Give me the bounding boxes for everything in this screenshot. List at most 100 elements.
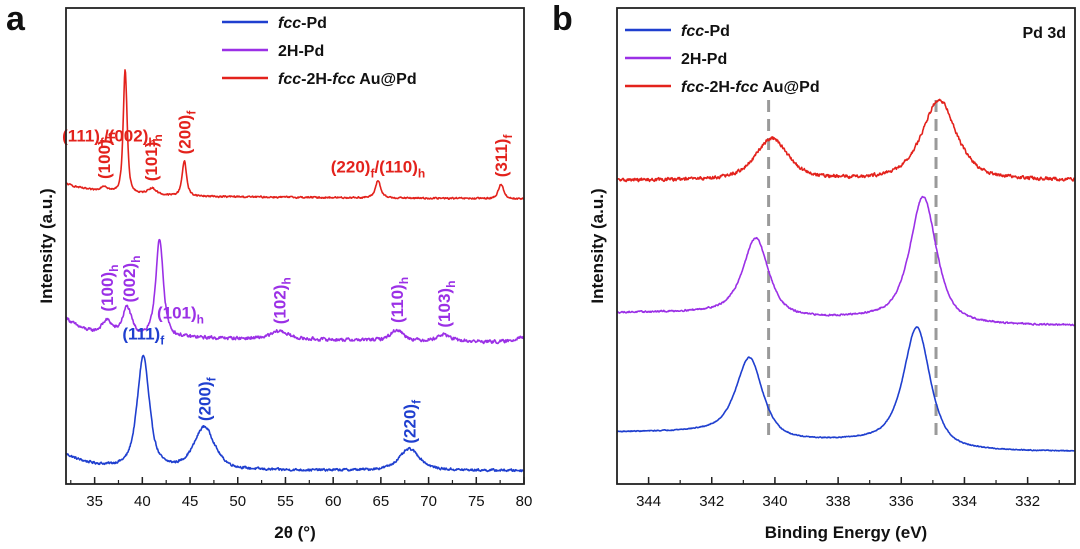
series-h2-line: [65, 238, 525, 345]
x-tick-label: 35: [86, 493, 103, 510]
panel-a-y-axis-title: Intensity (a.u.): [37, 188, 56, 303]
series-fcc-line: [65, 354, 525, 473]
panel-b: b 344 342 340 338 336 334 332 Binding Energy (…: [552, 0, 1076, 542]
panel-b-x-axis-title: Binding Energy (eV): [765, 523, 927, 542]
panel-a-x-axis-title: 2θ (°): [274, 523, 316, 542]
peak-label-sub: f: [370, 166, 375, 180]
x-tick-label: 338: [826, 493, 851, 510]
panel-a-letter: a: [6, 0, 26, 38]
peak-label-index: (002): [120, 263, 139, 303]
peak-label: (111)f: [122, 325, 165, 348]
peak-label-index: (311): [492, 139, 511, 178]
peak-label-index: (102): [271, 285, 290, 325]
legend-label-fcc: fcc-Pd: [278, 15, 327, 32]
x-tick-label: 334: [952, 493, 977, 510]
peak-label-index: (100): [95, 139, 114, 179]
peak-label-sub: h: [104, 132, 118, 139]
peak-label: (100)h: [95, 132, 118, 179]
series-h2-line: [616, 195, 1076, 327]
x-tick-label: 342: [699, 493, 724, 510]
peak-label: (200)f: [175, 110, 198, 155]
legend-text-part: fcc: [735, 79, 758, 96]
peak-label: (100)h: [98, 265, 121, 312]
peak-label-index: (110): [388, 284, 407, 323]
x-tick-label: 70: [420, 493, 437, 510]
peak-label: (111)f/(002)h: [62, 126, 156, 149]
series-au-line: [616, 98, 1076, 183]
legend-text-part: fcc: [681, 23, 704, 40]
legend-text-part: fcc: [681, 79, 704, 96]
peak-label-index: (200): [195, 381, 214, 421]
peak-label: (102)h: [271, 277, 294, 324]
peak-label-sub: f: [410, 399, 424, 404]
x-tick-label: 80: [516, 493, 533, 510]
x-tick-label: 40: [134, 493, 151, 510]
peak-label-sub: h: [197, 312, 204, 326]
peak-label-sub: h: [280, 277, 294, 284]
panel-b-y-axis-title: Intensity (a.u.): [588, 188, 607, 303]
peak-label: (220)f: [401, 399, 424, 444]
legend-text-part: fcc: [278, 71, 301, 88]
legend-label-h2: 2H-Pd: [681, 51, 727, 68]
legend-text-part: fcc: [278, 15, 301, 32]
legend-text-part: -Pd: [704, 23, 730, 40]
legend-label-au: fcc-2H-fcc Au@Pd: [681, 79, 820, 96]
legend-text-part: Au@Pd: [355, 71, 416, 88]
legend-text-part: fcc: [332, 71, 355, 88]
peak-label-index: (220): [331, 157, 371, 176]
legend-text-part: 2H-Pd: [681, 51, 727, 68]
panel-b-title: Pd 3d: [1022, 25, 1066, 42]
peak-label-sub: h: [151, 134, 165, 141]
panel-a: a (111)f(200)f(220)f(100)h(002)h(101)h (1…: [6, 0, 532, 542]
peak-label: (103)h: [435, 281, 458, 328]
legend-text-part: 2H-Pd: [278, 43, 324, 60]
panel-b-letter: b: [552, 0, 573, 38]
peak-label-sub: h: [129, 256, 143, 263]
legend-label-au: fcc-2H-fcc Au@Pd: [278, 71, 417, 88]
peak-label-sub: f: [160, 334, 165, 348]
x-tick-label: 50: [229, 493, 246, 510]
peak-label: (311)f: [492, 134, 515, 178]
peak-label-index: (200): [175, 115, 194, 155]
peak-label-index: (101): [157, 303, 197, 322]
x-tick-label: 332: [1015, 493, 1040, 510]
legend-label-h2: 2H-Pd: [278, 43, 324, 60]
peak-label-index: (220): [401, 404, 420, 444]
peak-label-sub-2: h: [148, 135, 155, 149]
panel-b-frame: [616, 7, 1076, 485]
peak-label-index: (103): [435, 288, 454, 328]
peak-label-index: (111): [122, 325, 160, 344]
series-au-line: [65, 69, 525, 201]
peak-label: (110)h: [388, 277, 411, 323]
peak-label-sub: f: [501, 134, 515, 139]
peak-label-sub: f: [204, 376, 218, 381]
peak-label: (220)f/(110)h: [331, 157, 426, 180]
legend-text-part: -Pd: [301, 15, 327, 32]
panel-a-frame: [65, 7, 525, 485]
x-tick-label: 55: [277, 493, 294, 510]
peak-label-sub: f: [100, 135, 105, 149]
peak-label-sub: f: [184, 110, 198, 115]
peak-label: (002)h: [120, 256, 143, 303]
legend-text-part: -2H-: [704, 79, 735, 96]
peak-label-sub: h: [397, 277, 411, 284]
legend-label-fcc: fcc-Pd: [681, 23, 730, 40]
peak-label-index: (100): [98, 272, 117, 312]
peak-label-index-2: /(002): [104, 126, 148, 145]
x-tick-label: 344: [636, 493, 661, 510]
x-tick-label: 60: [325, 493, 342, 510]
peak-label: (101)h: [142, 134, 165, 181]
peak-label: (200)f: [195, 376, 218, 421]
x-tick-label: 336: [889, 493, 914, 510]
x-tick-label: 65: [373, 493, 390, 510]
x-tick-label: 75: [468, 493, 485, 510]
peak-label-index: (111): [62, 126, 100, 145]
legend-text-part: Au@Pd: [758, 79, 819, 96]
peak-label-sub: h: [444, 281, 458, 288]
x-tick-label: 340: [762, 493, 787, 510]
series-fcc-line: [616, 326, 1076, 452]
peak-label: (101)h: [157, 303, 204, 326]
